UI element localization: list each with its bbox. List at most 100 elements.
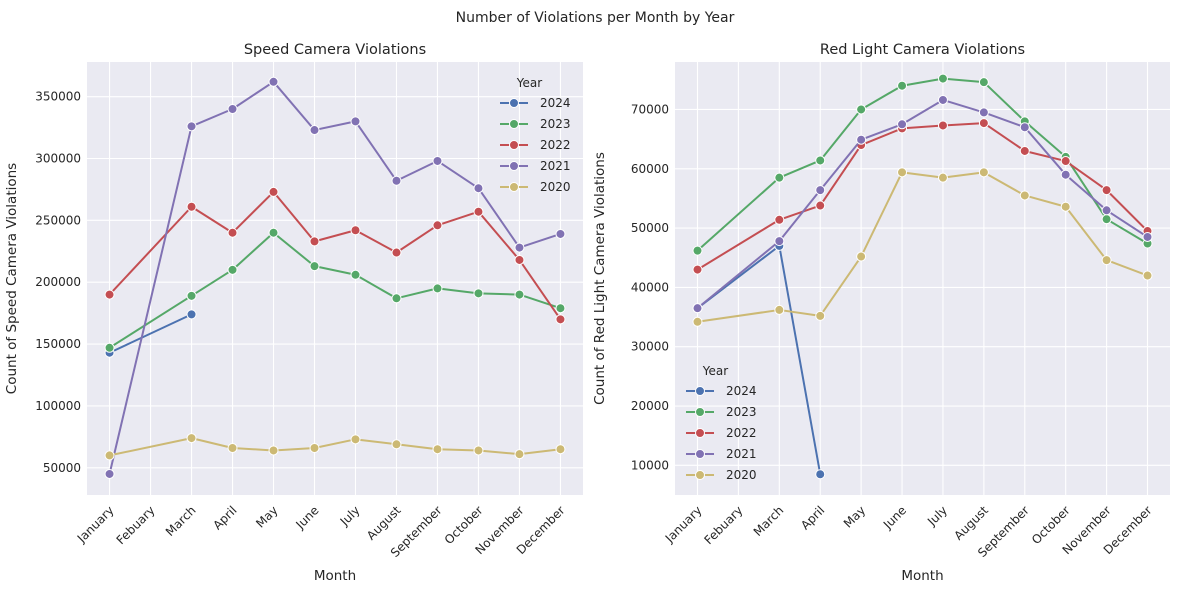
data-point-2021 bbox=[1060, 169, 1071, 180]
data-point-2022 bbox=[1101, 185, 1112, 196]
data-point-2022 bbox=[555, 314, 566, 325]
data-point-2023 bbox=[774, 172, 785, 183]
data-point-2021 bbox=[692, 303, 703, 314]
x-tick-label: March bbox=[163, 503, 199, 539]
x-tick-label: May bbox=[253, 503, 280, 530]
data-point-2022 bbox=[350, 225, 361, 236]
series-line-2024 bbox=[109, 313, 192, 354]
data-point-2021 bbox=[856, 134, 867, 145]
x-tick-label: June bbox=[880, 503, 909, 532]
data-point-2021 bbox=[186, 121, 197, 132]
data-point-2021 bbox=[268, 76, 279, 87]
x-axis-label: Month bbox=[314, 568, 356, 584]
x-tick-label: Febuary bbox=[702, 503, 746, 547]
data-point-2021 bbox=[1019, 122, 1030, 133]
data-point-2021 bbox=[473, 183, 484, 194]
legend-swatch-marker bbox=[509, 161, 519, 171]
data-point-2021 bbox=[937, 94, 948, 105]
data-point-2023 bbox=[937, 73, 948, 84]
data-point-2024 bbox=[815, 469, 826, 480]
x-tick-label: August bbox=[364, 503, 404, 543]
data-point-2023 bbox=[104, 342, 115, 353]
legend-swatch-marker bbox=[695, 449, 705, 459]
legend-label: 2023 bbox=[540, 117, 571, 131]
data-point-2023 bbox=[897, 80, 908, 91]
data-point-2023 bbox=[227, 264, 238, 275]
data-point-2021 bbox=[391, 175, 402, 186]
legend-swatch-marker bbox=[695, 386, 705, 396]
data-point-2023 bbox=[514, 289, 525, 300]
data-point-2024 bbox=[186, 309, 197, 320]
data-point-2022 bbox=[268, 186, 279, 197]
y-tick-label: 300000 bbox=[35, 151, 81, 165]
data-point-2020 bbox=[978, 167, 989, 178]
legend-title: Year bbox=[516, 76, 542, 90]
data-point-2023 bbox=[350, 269, 361, 280]
legend-label: 2022 bbox=[540, 138, 571, 152]
data-point-2021 bbox=[897, 119, 908, 130]
data-point-2021 bbox=[1142, 231, 1153, 242]
y-tick-label: 100000 bbox=[35, 399, 81, 413]
y-tick-label: 250000 bbox=[35, 213, 81, 227]
data-point-2023 bbox=[391, 293, 402, 304]
data-point-2021 bbox=[104, 468, 115, 479]
data-point-2022 bbox=[978, 118, 989, 129]
data-point-2022 bbox=[1019, 145, 1030, 156]
x-tick-label: May bbox=[841, 503, 868, 530]
y-tick-label: 60000 bbox=[631, 162, 669, 176]
data-point-2023 bbox=[978, 77, 989, 88]
data-point-2022 bbox=[937, 120, 948, 131]
x-tick-label: April bbox=[210, 503, 239, 532]
data-point-2023 bbox=[856, 104, 867, 115]
data-point-2020 bbox=[268, 445, 279, 456]
data-point-2020 bbox=[227, 442, 238, 453]
legend-label: 2020 bbox=[726, 468, 757, 482]
legend-swatch-marker bbox=[695, 407, 705, 417]
y-tick-label: 200000 bbox=[35, 275, 81, 289]
data-point-2020 bbox=[692, 316, 703, 327]
legend-label: 2020 bbox=[540, 180, 571, 194]
data-point-2020 bbox=[1019, 190, 1030, 201]
data-point-2021 bbox=[514, 242, 525, 253]
legend-label: 2021 bbox=[726, 447, 757, 461]
data-point-2020 bbox=[555, 444, 566, 455]
plot-area bbox=[675, 62, 1170, 495]
legend-label: 2024 bbox=[540, 96, 571, 110]
legend-swatch-marker bbox=[509, 182, 519, 192]
plot-area bbox=[87, 62, 583, 495]
data-point-2023 bbox=[309, 261, 320, 272]
data-point-2021 bbox=[432, 155, 443, 166]
data-point-2023 bbox=[432, 283, 443, 294]
data-point-2020 bbox=[1060, 201, 1071, 212]
x-tick-label: April bbox=[798, 503, 827, 532]
legend-swatch-marker bbox=[509, 98, 519, 108]
chart-title: Red Light Camera Violations bbox=[820, 42, 1025, 58]
y-tick-label: 30000 bbox=[631, 340, 669, 354]
legend: Year 2024 2023 2022 2021 2020 bbox=[500, 76, 571, 194]
data-point-2020 bbox=[856, 251, 867, 262]
legend-swatch-marker bbox=[509, 140, 519, 150]
x-tick-label: March bbox=[751, 503, 787, 539]
data-point-2021 bbox=[227, 104, 238, 115]
y-tick-label: 70000 bbox=[631, 102, 669, 116]
y-tick-label: 40000 bbox=[631, 280, 669, 294]
data-point-2021 bbox=[978, 107, 989, 118]
data-point-2021 bbox=[815, 185, 826, 196]
x-tick-label: Febuary bbox=[114, 503, 158, 547]
data-point-2023 bbox=[815, 155, 826, 166]
data-point-2022 bbox=[186, 201, 197, 212]
data-point-2022 bbox=[473, 206, 484, 217]
data-point-2021 bbox=[555, 228, 566, 239]
legend-label: 2023 bbox=[726, 405, 757, 419]
data-point-2023 bbox=[692, 245, 703, 256]
data-point-2023 bbox=[555, 303, 566, 314]
data-point-2021 bbox=[350, 116, 361, 127]
data-point-2022 bbox=[309, 236, 320, 247]
x-tick-label: July bbox=[924, 503, 950, 529]
speed-camera-chart: 50000 100000 150000 200000 250000 300000 35000… bbox=[4, 42, 583, 584]
x-tick-label: January bbox=[662, 503, 705, 546]
x-axis-label: Month bbox=[901, 568, 943, 584]
y-tick-label: 350000 bbox=[35, 90, 81, 104]
data-point-2020 bbox=[815, 310, 826, 321]
data-point-2020 bbox=[473, 445, 484, 456]
